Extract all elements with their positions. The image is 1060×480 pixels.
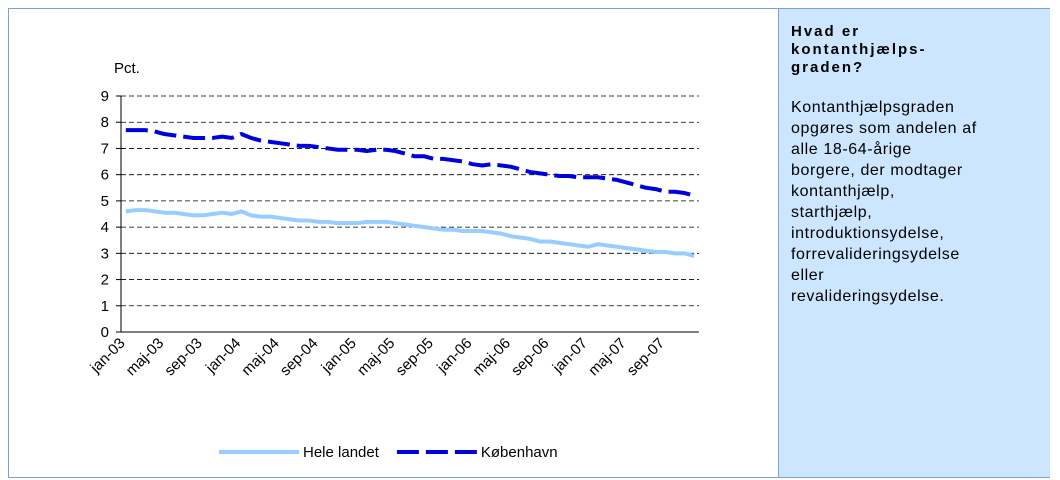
x-tick-label: jan-05 xyxy=(318,335,360,377)
series-line xyxy=(125,208,695,258)
x-tick-label: sep-07 xyxy=(624,335,668,379)
y-tick-label: 1 xyxy=(101,298,109,315)
x-tick-label: maj-05 xyxy=(354,335,398,379)
text-line: kontanthjælps- xyxy=(791,41,927,58)
legend-label: Hele landet xyxy=(303,444,380,461)
y-tick-label: 4 xyxy=(101,219,109,236)
series-line xyxy=(125,128,695,198)
x-tick-label: jan-03 xyxy=(86,335,128,377)
x-tick-label: maj-04 xyxy=(238,335,282,379)
x-tick-label: sep-04 xyxy=(277,335,321,379)
x-tick-label: jan-07 xyxy=(549,335,591,377)
x-tick-label: jan-06 xyxy=(433,335,475,377)
y-tick-label: 6 xyxy=(101,167,109,184)
y-tick-label: 5 xyxy=(101,193,109,210)
y-tick-label: 7 xyxy=(101,140,109,157)
text-line: starthjælp, xyxy=(791,204,873,221)
x-tick-label: sep-05 xyxy=(392,335,436,379)
x-tick-label: maj-03 xyxy=(123,335,167,379)
x-tick-label: sep-06 xyxy=(508,335,552,379)
y-tick-label: 2 xyxy=(101,272,109,289)
text-line: borgere, der modtager xyxy=(791,162,963,179)
info-body: Kontanthjælpsgraden opgøres som andelen a… xyxy=(791,97,1038,307)
text-line: opgøres som andelen af xyxy=(791,120,977,137)
info-title: Hvad er kontanthjælps-graden? xyxy=(791,23,1038,77)
text-line: revalideringsydelse. xyxy=(791,288,945,305)
panel: Pct. 0 1 2 3 4 5 6 7 8 9 jan-03 maj-03 sep-03 jan-04 m… xyxy=(8,8,1050,478)
x-tick-label: maj-06 xyxy=(470,335,514,379)
x-tick-label: jan-04 xyxy=(202,335,244,377)
text-line: forrevalideringsydelse xyxy=(791,246,960,263)
y-tick-label: 3 xyxy=(101,245,109,262)
text-line: Hvad er xyxy=(791,23,861,40)
text-line: Kontanthjælpsgraden xyxy=(791,99,955,116)
text-line: kontanthjælp, xyxy=(791,183,895,200)
chart: Pct. 0123456789jan-03maj-03sep-03jan-04m… xyxy=(86,60,699,461)
y-tick-label: 8 xyxy=(101,114,109,131)
x-tick-label: sep-03 xyxy=(161,335,205,379)
text-line: alle 18-64-årige xyxy=(791,141,912,158)
text-line: eller xyxy=(791,267,825,284)
y-tick-label: 9 xyxy=(101,88,109,105)
text-line: introduktionsydelse, xyxy=(791,225,945,242)
text-line: graden? xyxy=(791,59,865,76)
info-box: Hvad er kontanthjælps-graden? Kontanthjæl… xyxy=(778,9,1050,477)
x-tick-label: maj-07 xyxy=(585,335,629,379)
y-axis-label: Pct. xyxy=(114,60,140,77)
legend-label: København xyxy=(481,444,558,461)
y-tick-label: 0 xyxy=(101,324,109,341)
